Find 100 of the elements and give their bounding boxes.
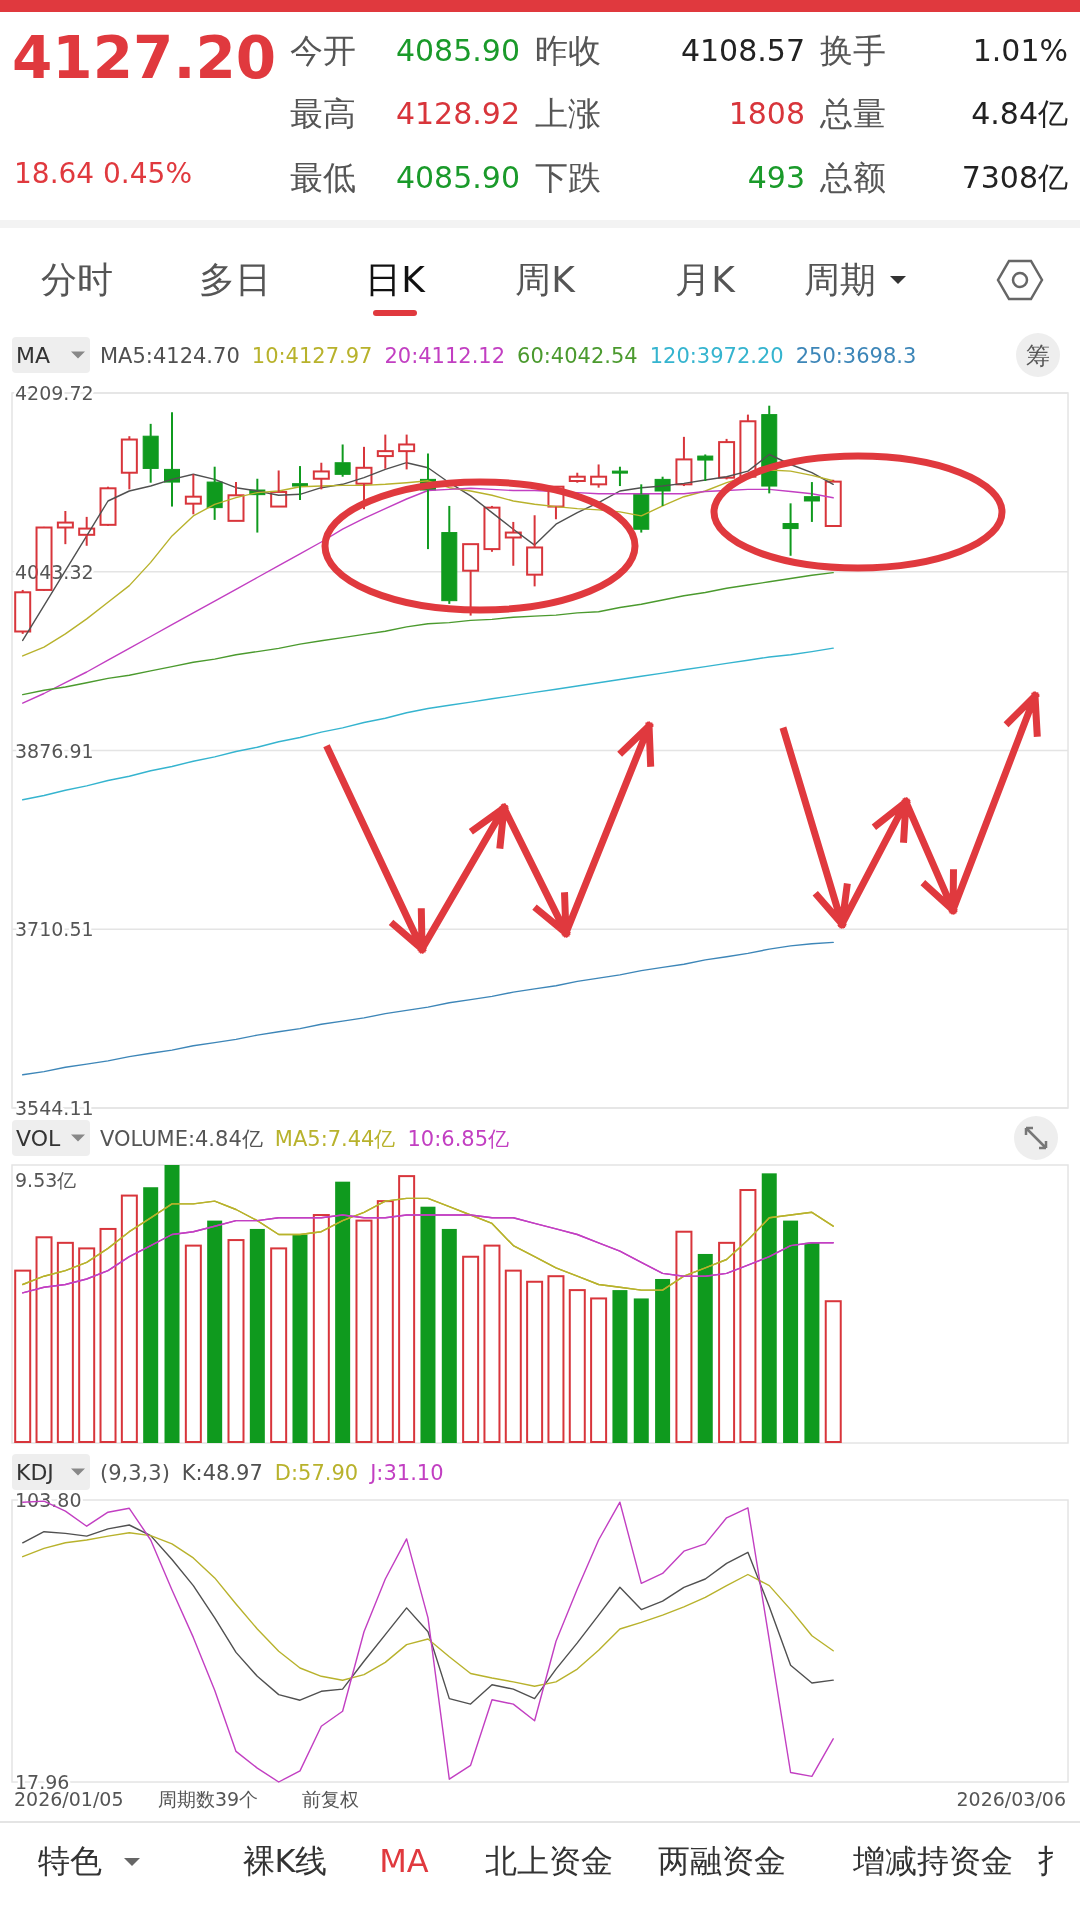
candlestick	[462, 543, 480, 617]
bar	[355, 1219, 373, 1443]
bar	[547, 1275, 565, 1443]
candlestick	[824, 478, 842, 528]
bar	[143, 1187, 159, 1443]
text: 昨收	[535, 31, 601, 70]
text: MA	[379, 1842, 429, 1880]
text: 增减持资金	[852, 1842, 1013, 1880]
bar	[633, 1298, 649, 1443]
text: 4108.57	[680, 33, 805, 68]
legend-title: KDJ	[16, 1460, 54, 1485]
bar	[462, 1255, 480, 1443]
text: 2026/03/06	[956, 1788, 1066, 1810]
candlestick	[526, 514, 544, 588]
bar	[14, 1269, 32, 1443]
y-tick-label: 103.80	[15, 1489, 82, 1511]
candlestick	[291, 465, 308, 502]
text: MA5:7.44亿	[274, 1127, 396, 1151]
candlestick	[206, 465, 223, 521]
text: 120:3972.20	[649, 344, 784, 368]
annotation: 9.53亿	[15, 1169, 77, 1191]
candlestick	[164, 411, 181, 508]
candlestick	[675, 435, 693, 488]
bar	[78, 1247, 96, 1443]
text: 月K	[675, 259, 737, 300]
bar	[420, 1206, 436, 1443]
chart-subtitle: (9,3,3)	[100, 1461, 170, 1485]
text: 250:3698.3	[795, 344, 917, 368]
bar	[184, 1244, 202, 1443]
candlestick	[590, 463, 608, 489]
bar	[120, 1194, 138, 1443]
candlestick	[312, 461, 330, 491]
bar	[56, 1241, 74, 1443]
text: 周K	[515, 259, 577, 300]
bar	[398, 1175, 416, 1443]
bar	[207, 1220, 223, 1443]
y-tick-label: 3710.51	[15, 918, 94, 941]
text: 4127.20	[12, 24, 277, 92]
bar	[376, 1200, 394, 1443]
text: 裸K线	[242, 1842, 328, 1880]
bar	[783, 1220, 799, 1443]
text: K:48.97	[181, 1461, 263, 1485]
text: 1.01%	[972, 33, 1068, 68]
text: 最低	[290, 158, 356, 197]
text: 10:6.85亿	[407, 1127, 510, 1151]
y-tick-label: 4209.72	[15, 382, 94, 404]
text: 最高	[290, 94, 356, 133]
text: 分时	[41, 259, 113, 300]
y-tick-label: 3876.91	[15, 739, 94, 762]
bar	[739, 1189, 757, 1443]
bar	[99, 1227, 117, 1443]
bar	[227, 1239, 245, 1443]
candlestick	[697, 453, 714, 482]
text: 换手	[820, 31, 886, 70]
text: 扌	[1037, 1842, 1069, 1880]
text: J:31.10	[368, 1461, 444, 1485]
candlestick	[483, 504, 501, 553]
text: 10:4127.97	[251, 344, 373, 368]
line-series	[22, 941, 834, 1076]
bar	[35, 1236, 53, 1443]
text: 周期	[804, 259, 876, 300]
text: 多日	[199, 259, 271, 300]
text: 筹	[1026, 342, 1050, 370]
candlestick	[803, 481, 820, 523]
bar	[655, 1278, 671, 1443]
candlestick	[355, 445, 373, 511]
bar	[270, 1247, 288, 1443]
candlestick	[504, 520, 522, 567]
bar	[292, 1234, 308, 1443]
bar	[612, 1290, 628, 1443]
bar	[504, 1269, 522, 1443]
candlestick	[376, 433, 394, 470]
bar	[164, 1165, 180, 1443]
candlestick	[547, 485, 565, 521]
y-tick-label: 3544.11	[15, 1097, 94, 1119]
bar	[568, 1289, 586, 1443]
candlestick	[56, 509, 74, 546]
text: 前复权	[302, 1788, 359, 1810]
text: 4085.90	[395, 33, 520, 68]
bar	[249, 1228, 265, 1443]
bar	[718, 1241, 736, 1443]
text: 总量	[819, 94, 886, 133]
text: 两融资金	[658, 1842, 786, 1880]
text: 日K	[365, 259, 427, 300]
candlestick	[782, 502, 799, 557]
candlestick	[441, 504, 458, 605]
text: 北上资金	[485, 1842, 613, 1880]
candlestick	[227, 481, 245, 522]
bar	[335, 1181, 351, 1443]
bar	[441, 1228, 457, 1443]
text: D:57.90	[274, 1461, 359, 1485]
candlestick	[568, 471, 586, 484]
text: 上涨	[535, 94, 601, 133]
text: 4.84亿	[971, 96, 1068, 131]
text: 特色	[38, 1842, 102, 1880]
text: MA5:4124.70	[100, 344, 240, 368]
text: 今开	[290, 31, 356, 70]
text: 总额	[819, 158, 886, 197]
text: 下跌	[535, 158, 601, 197]
candlestick	[184, 473, 202, 516]
